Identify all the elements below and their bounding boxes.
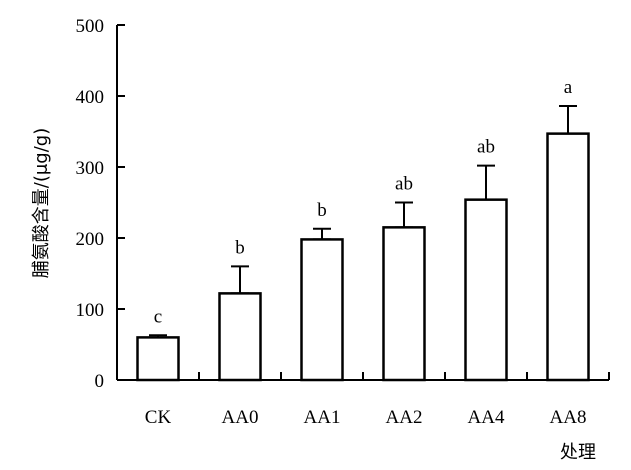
bar [300, 238, 344, 382]
bar [382, 226, 426, 382]
y-tick-label: 500 [76, 16, 105, 37]
bar [136, 336, 180, 382]
y-tick-label: 100 [76, 300, 105, 321]
x-axis: CK AA0 AA1 AA2 AA4 AA8 [116, 372, 610, 428]
y-tick-label: 400 [76, 87, 105, 108]
x-tick-label: AA1 [304, 407, 341, 428]
y-tick-label: 300 [76, 158, 105, 179]
x-tick-label: AA2 [386, 407, 423, 428]
significance-label: a [564, 77, 573, 98]
x-tick-label: AA8 [550, 407, 587, 428]
y-tick-label: 200 [76, 229, 105, 250]
significance-label: ab [477, 137, 495, 158]
significance-label: ab [395, 174, 413, 195]
bar [218, 292, 262, 382]
x-tick-label: CK [145, 407, 172, 428]
significance-label: b [235, 237, 245, 258]
bars: c b b ab ab a [136, 77, 590, 382]
bar [546, 132, 590, 382]
y-axis-title: 脯氨酸含量/(μg/g) [31, 128, 52, 278]
significance-label: c [154, 306, 162, 327]
bar [464, 198, 508, 382]
x-axis-title: 处理 [560, 442, 596, 463]
y-axis: 0 100 200 300 400 500 [76, 16, 125, 392]
significance-label: b [317, 200, 327, 221]
x-tick-label: AA4 [468, 407, 505, 428]
x-tick-label: AA0 [222, 407, 259, 428]
y-tick-label: 0 [95, 371, 105, 392]
